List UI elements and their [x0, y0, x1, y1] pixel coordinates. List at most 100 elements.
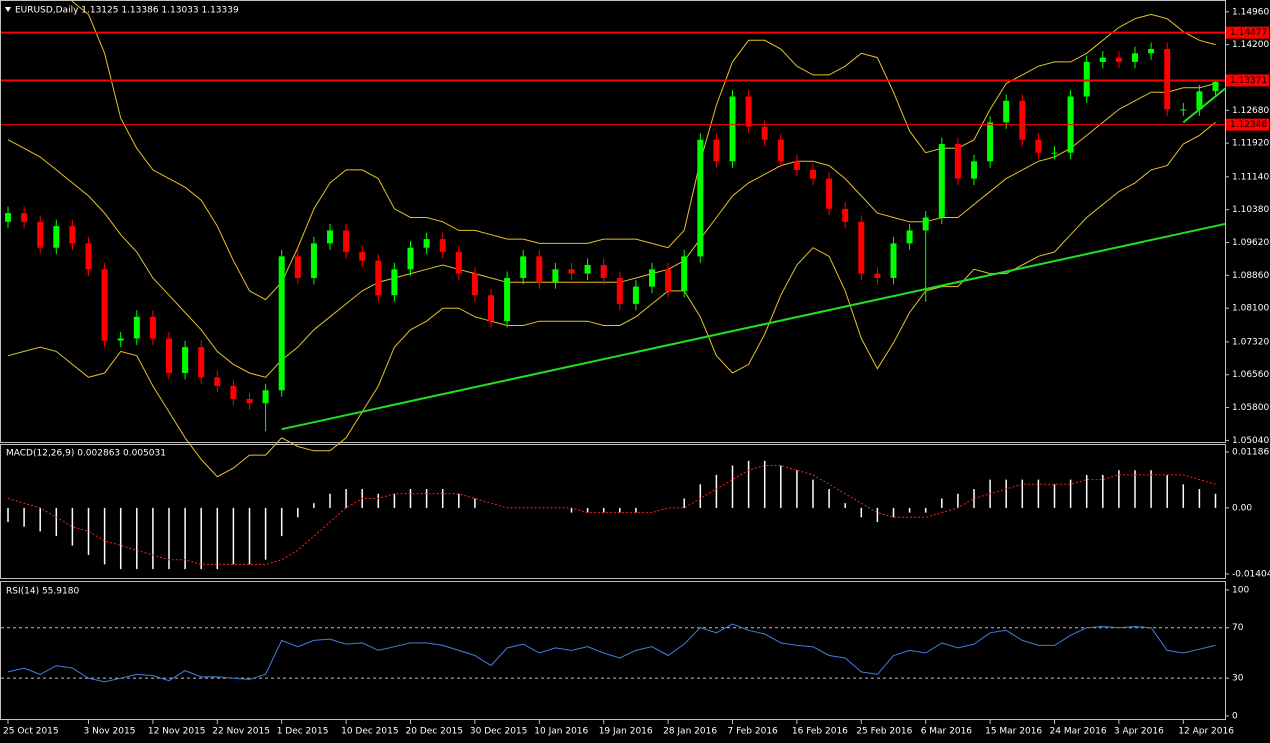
y-tick-label: 1.14960 [1232, 7, 1269, 17]
candle-body [327, 230, 333, 244]
candle-body [488, 295, 494, 322]
candle-body [359, 252, 366, 261]
x-tick-label: 10 Jan 2016 [534, 727, 588, 737]
candle-body [343, 230, 350, 253]
candle-body [1132, 53, 1138, 62]
candle-body [230, 385, 237, 399]
candle-body [536, 256, 543, 283]
y-tick-label: 1.08100 [1232, 304, 1269, 314]
candle-body [1148, 48, 1155, 54]
rsi-panel [0, 581, 1226, 720]
x-tick-label: 12 Nov 2015 [148, 727, 206, 737]
bollinger-middle [7, 83, 1216, 378]
y-tick-label: 1.11140 [1232, 172, 1269, 182]
y-tick-label: 100 [1232, 585, 1249, 595]
candle-body [922, 217, 929, 231]
candle-body [1196, 91, 1203, 110]
x-tick-label: 3 Nov 2015 [84, 727, 136, 737]
chart-title: EURUSD,Daily 1.13125 1.13386 1.13033 1.1… [15, 6, 239, 16]
candle-body [987, 122, 994, 162]
candle-body [745, 96, 752, 127]
candle-body [600, 264, 607, 278]
candle-body [954, 144, 961, 179]
candle-body [584, 264, 591, 274]
candle-body [471, 273, 478, 296]
candle-body [1019, 100, 1026, 140]
candle-body [21, 213, 28, 222]
x-tick-label: 6 Mar 2016 [921, 727, 973, 737]
candle-body [520, 256, 527, 278]
candle-body [842, 208, 849, 222]
candle-body [552, 269, 559, 283]
y-tick-label: 0.011869 [1232, 448, 1270, 458]
y-tick-label: 0.00 [1232, 503, 1252, 513]
candle-body [874, 273, 881, 278]
y-tick-label: 0 [1232, 711, 1238, 721]
bollinger-upper [69, 0, 1216, 301]
candle-body [665, 269, 672, 291]
x-tick-label: 3 Apr 2016 [1114, 727, 1164, 737]
candle-body [729, 96, 736, 162]
candle-body [1083, 61, 1090, 97]
candle-body [53, 226, 60, 248]
candle-body [133, 316, 140, 339]
candle-body [375, 260, 382, 296]
candle-body [810, 169, 816, 179]
y-tick-label: 30 [1232, 674, 1244, 684]
candle-body [262, 390, 269, 404]
x-tick-label: 16 Feb 2016 [792, 727, 848, 737]
x-tick-label: 30 Dec 2015 [470, 727, 528, 737]
candle-body [117, 338, 124, 341]
candle-body [37, 221, 44, 248]
price-label-box [1226, 74, 1269, 87]
candle-body [504, 277, 511, 322]
x-tick-label: 22 Nov 2015 [212, 727, 270, 737]
trendline [1182, 87, 1226, 124]
trendline [281, 222, 1226, 431]
candle-body [761, 126, 768, 140]
y-tick-label: 1.08860 [1232, 271, 1269, 281]
y-tick-label: 1.09620 [1232, 238, 1269, 248]
y-tick-label: 1.10380 [1232, 205, 1269, 215]
candle-body [568, 269, 575, 274]
candle-body [938, 144, 945, 218]
candle-body [616, 277, 623, 304]
candle-body [166, 338, 172, 374]
candle-body [858, 221, 865, 274]
y-tick-label: 70 [1232, 623, 1244, 633]
candle-body [1164, 48, 1171, 110]
macd-title: MACD(12,26,9) 0.002863 0.005031 [6, 449, 166, 459]
y-tick-label: 1.07320 [1232, 337, 1269, 347]
candle-body [697, 139, 704, 257]
candle-body [246, 398, 253, 404]
candle-body [1180, 109, 1187, 111]
rsi-line [7, 623, 1216, 683]
x-tick-label: 12 Apr 2016 [1178, 727, 1234, 737]
menu-arrow[interactable] [5, 7, 11, 12]
price-label-box [1226, 26, 1269, 39]
x-tick-label: 28 Jan 2016 [663, 727, 717, 737]
candle-body [69, 226, 76, 244]
y-tick-label: -0.014044 [1232, 569, 1270, 579]
candle-body [1115, 57, 1122, 62]
bollinger-lower [7, 122, 1216, 478]
x-tick-label: 25 Feb 2016 [856, 727, 912, 737]
candle-body [1212, 81, 1219, 92]
candle-body [906, 230, 913, 244]
x-tick-label: 24 Mar 2016 [1050, 727, 1107, 737]
candle-body [649, 269, 655, 287]
candle-body [294, 256, 301, 278]
candle-body [777, 139, 784, 162]
price-label: 1.12348 [1230, 120, 1267, 130]
candle-body [890, 243, 897, 278]
y-tick-label: 1.05800 [1232, 403, 1269, 413]
candle-body [149, 316, 156, 339]
x-tick-label: 15 Mar 2016 [985, 727, 1042, 737]
x-tick-label: 10 Dec 2015 [341, 727, 399, 737]
candle-body [713, 139, 720, 162]
candle-body [1035, 139, 1042, 153]
price-panel [0, 0, 1226, 443]
y-tick-label: 1.14200 [1232, 40, 1269, 50]
